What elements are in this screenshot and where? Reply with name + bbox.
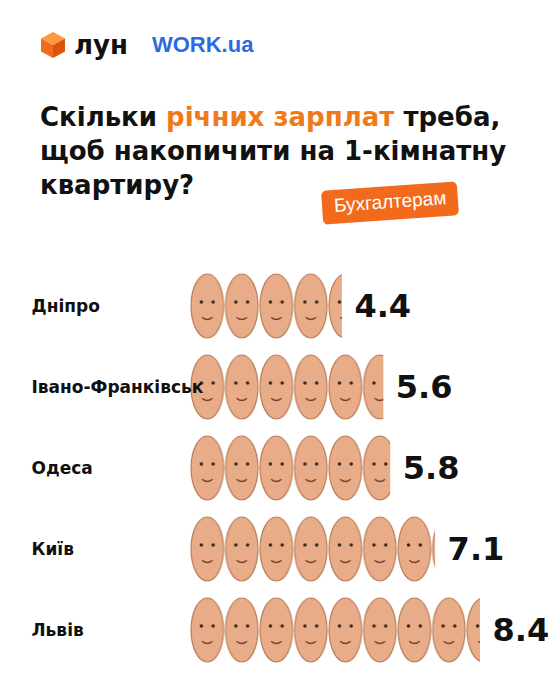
svg-text:8.4: 8.4	[493, 611, 550, 649]
svg-text:Одеса: Одеса	[32, 458, 93, 478]
html-text:Бухгалтерам: Бухгалтерам	[333, 187, 447, 216]
html-text:Скільки річних зарплат треба,: Скільки річних зарплат треба,	[40, 102, 501, 132]
svg-text:5.8: 5.8	[403, 449, 460, 487]
svg-text:Івано-Франківськ: Івано-Франківськ	[32, 377, 204, 397]
svg-text:Львів: Львів	[32, 620, 84, 640]
svg-text:4.4: 4.4	[354, 287, 411, 325]
svg-text:Дніпро: Дніпро	[32, 296, 100, 316]
svg-text:7.1: 7.1	[448, 530, 505, 568]
html-text:щоб накопичити на 1-кімнатну: щоб накопичити на 1-кімнатну	[40, 136, 507, 166]
html-text:квартиру?: квартиру?	[40, 170, 195, 200]
svg-text:5.6: 5.6	[396, 368, 453, 406]
html-text:WORK.ua: WORK.ua	[152, 32, 254, 57]
html-text:лун: лун	[74, 30, 128, 60]
svg-text:Київ: Київ	[32, 539, 75, 559]
